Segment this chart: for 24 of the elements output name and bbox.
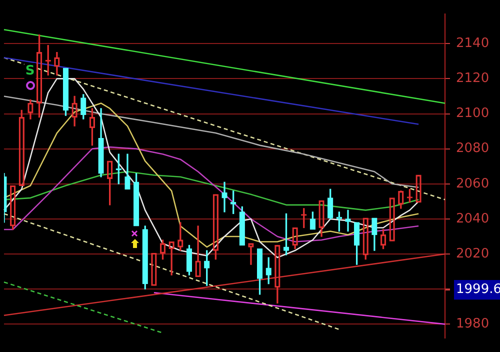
candlestick bbox=[133, 173, 140, 226]
candlestick bbox=[310, 212, 316, 230]
candlestick bbox=[62, 68, 69, 116]
y-tick-label: 2100 bbox=[456, 106, 490, 122]
y-tick-label: 2040 bbox=[456, 211, 490, 226]
candlestick bbox=[239, 206, 245, 246]
y-tick-label: 1980 bbox=[456, 316, 490, 332]
y-tick-label: 2020 bbox=[456, 246, 490, 262]
candlestick bbox=[124, 154, 130, 190]
candlestick bbox=[372, 218, 378, 251]
y-tick-label: 2140 bbox=[456, 36, 490, 51]
y-tick-label: 2080 bbox=[456, 141, 490, 156]
candlestick bbox=[142, 226, 148, 290]
candlestick bbox=[345, 210, 351, 232]
candlestick bbox=[354, 222, 360, 265]
candlestick bbox=[204, 250, 210, 286]
candlestick bbox=[283, 213, 290, 256]
candlestick bbox=[98, 108, 104, 178]
y-tick-label: 2120 bbox=[456, 71, 490, 86]
annotation: S bbox=[25, 63, 35, 78]
candlestick bbox=[266, 257, 272, 284]
y-tick-label: 2060 bbox=[456, 176, 490, 192]
candlestick bbox=[222, 182, 228, 212]
candlestick bbox=[80, 94, 86, 120]
